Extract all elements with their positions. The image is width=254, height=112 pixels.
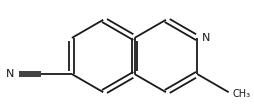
Text: N: N bbox=[6, 69, 14, 79]
Text: CH₃: CH₃ bbox=[232, 89, 250, 99]
Text: N: N bbox=[202, 33, 210, 43]
